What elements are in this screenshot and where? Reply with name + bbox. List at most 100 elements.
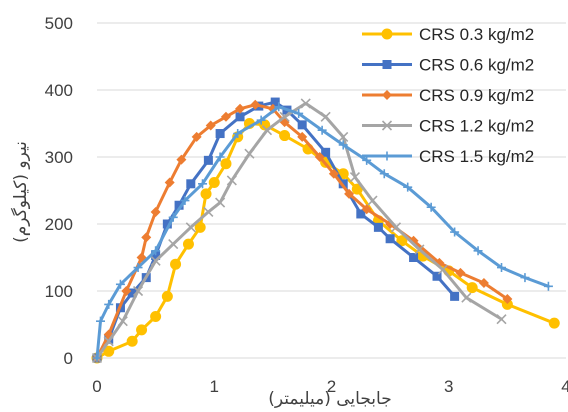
data-point [150,206,161,217]
series-layer [91,97,560,364]
data-point [385,234,395,244]
x-tick-label: 4 [561,377,568,396]
data-point [200,188,212,200]
data-point [356,209,366,219]
data-point [320,111,331,122]
data-point [170,258,182,270]
series-group [92,99,513,363]
y-tick-label: 0 [64,349,73,368]
data-point [186,179,196,189]
data-point [208,176,220,188]
data-point [450,227,460,237]
data-point [182,238,194,250]
series-group [92,102,553,363]
series-group [91,118,560,364]
data-point [168,239,179,250]
data-point [215,129,225,139]
data-point [235,112,245,122]
data-point [141,232,152,243]
legend-label: CRS 0.9 kg/m2 [419,86,534,105]
data-point [150,255,161,266]
data-point [215,152,225,162]
data-point [215,197,226,208]
data-point [390,222,402,233]
data-point [379,169,389,179]
data-point [96,316,106,326]
data-point [261,125,273,136]
data-point [226,175,237,186]
y-tick-label: 400 [45,81,73,100]
data-point [164,177,175,188]
data-point [150,310,162,322]
data-point [344,188,355,199]
legend-item: CRS 0.6 kg/m2 [362,56,534,75]
data-point [185,222,196,233]
data-point [162,219,172,229]
legend-item: CRS 0.3 kg/m2 [362,25,534,44]
data-point [466,282,478,294]
data-point [191,131,202,142]
data-point [151,250,161,260]
tick-labels: 0 100 200 300 400 500 0 1 2 3 4 [45,14,568,396]
legend-item: CRS 1.5 kg/m2 [362,147,534,166]
data-point [203,206,214,218]
data-point [180,196,190,206]
series-line [95,105,550,360]
data-point [548,317,560,329]
data-point [220,158,232,170]
data-point [279,111,290,122]
data-point [92,353,102,363]
y-axis-title: نیرو (کیلوگرم) [10,141,31,243]
data-point [382,60,392,69]
data-point [396,235,408,247]
data-point [349,172,361,183]
data-point [461,292,472,303]
data-point [381,28,393,40]
data-point [205,120,216,131]
data-point [174,200,184,210]
data-point [373,222,383,232]
data-point [409,253,419,262]
data-point [361,204,372,215]
y-tick-label: 500 [45,14,73,33]
data-point [314,152,325,162]
data-point [414,244,425,255]
data-point [235,103,246,114]
series-group [91,98,507,364]
data-point [194,221,206,233]
y-tick-label: 100 [45,282,73,301]
data-point [317,125,327,135]
data-point [168,212,178,222]
data-point [496,314,507,325]
data-point [297,120,307,130]
data-point [321,147,331,157]
x-tick-label: 1 [210,377,219,396]
data-point [244,148,255,159]
data-point [300,98,311,109]
x-axis-title: جابجایی (میلیمتر) [268,389,391,409]
data-point [473,246,483,256]
data-point [382,90,392,100]
data-point [501,298,513,310]
legend-label: CRS 0.6 kg/m2 [419,56,534,75]
data-point [121,286,132,296]
data-point [256,115,266,125]
data-point [198,179,208,189]
data-point [250,99,261,110]
data-point [127,288,137,298]
data-point [437,264,448,275]
data-point [450,291,460,301]
data-point [117,316,128,327]
data-point [132,285,144,297]
data-point [543,281,553,291]
data-point [338,140,348,150]
data-point [176,154,187,165]
data-point [381,120,393,131]
data-point [328,168,339,179]
data-point [233,129,243,139]
legend-label: CRS 1.5 kg/m2 [419,147,534,166]
legend-item: CRS 0.9 kg/m2 [362,86,534,105]
data-point [351,183,363,195]
legend-item: CRS 1.2 kg/m2 [362,117,534,136]
